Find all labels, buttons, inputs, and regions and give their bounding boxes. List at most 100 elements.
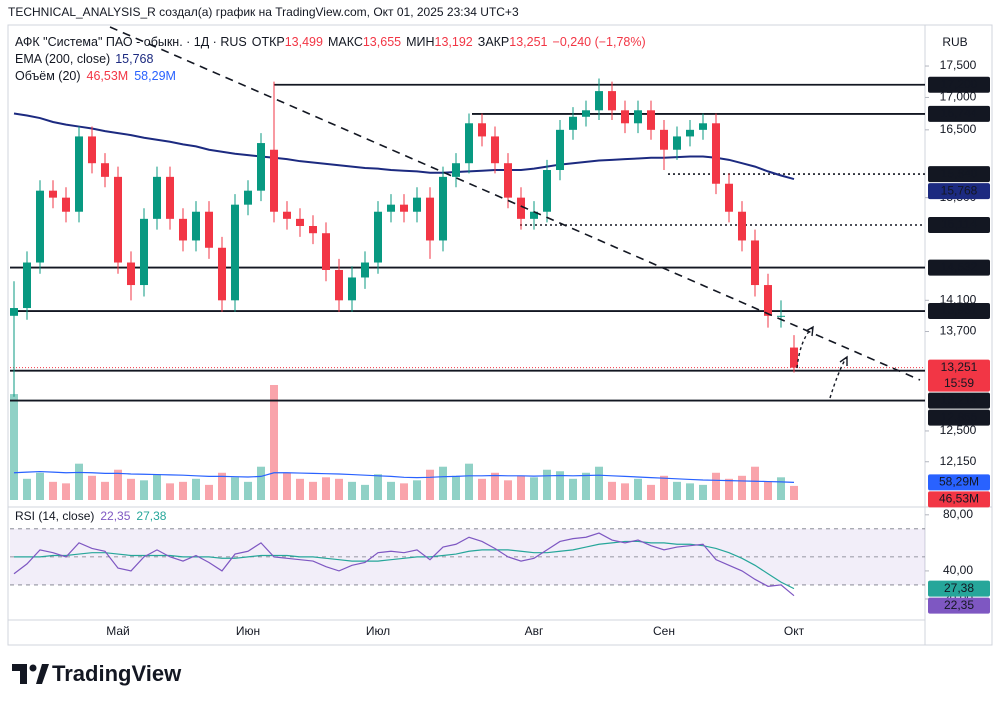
volume-bar	[257, 466, 265, 500]
y-tick-label: 12,500	[940, 423, 977, 437]
candle-body	[725, 183, 733, 212]
candle-body	[660, 129, 668, 150]
candle-body	[166, 176, 174, 219]
volume-bar	[75, 463, 83, 500]
candle-body	[179, 218, 187, 241]
y-tick-label: 14,100	[940, 292, 977, 306]
volume-bar	[348, 481, 356, 500]
candle-body	[621, 110, 629, 124]
volume-bar	[88, 475, 96, 500]
ohlc-value: 13,251	[509, 35, 547, 49]
candle-body	[764, 285, 772, 316]
volume-bar	[62, 483, 70, 500]
volume-bar	[36, 472, 44, 500]
y-tick-label: 17,500	[940, 58, 977, 72]
volume-bar	[426, 469, 434, 500]
value-box	[928, 359, 990, 392]
volume-bar	[478, 478, 486, 500]
volume-bar	[23, 478, 31, 500]
candle-body	[192, 211, 200, 241]
volume-bar	[491, 472, 499, 500]
volume-bar	[413, 480, 421, 500]
candle-body	[738, 211, 746, 241]
value-box-label: 22,35	[944, 598, 974, 612]
candle-body	[309, 226, 317, 234]
volume-bar	[699, 484, 707, 500]
rsi-line	[13, 532, 795, 597]
value-box	[928, 259, 990, 276]
volume-bar	[751, 466, 759, 500]
volume-bar	[361, 484, 369, 500]
value-box-label: 58,29M	[939, 475, 979, 489]
volume-bar	[556, 471, 564, 500]
volume-bar	[205, 484, 213, 500]
candle-body	[10, 308, 18, 316]
ohlc-label: МИН	[406, 35, 434, 49]
volume-ma-value: 58,29M	[134, 69, 176, 83]
candle-body	[530, 211, 538, 219]
volume-bar	[673, 481, 681, 500]
candle-body	[712, 123, 720, 184]
candle-body	[413, 197, 421, 212]
candle-body	[23, 262, 31, 309]
candle-body	[751, 240, 759, 286]
value-box	[928, 216, 990, 233]
volume-bar	[738, 475, 746, 500]
value-box	[928, 580, 990, 597]
y-tick-label: 16,500	[940, 122, 977, 136]
currency: RUB	[942, 35, 967, 49]
volume-bar	[660, 475, 668, 500]
value-box	[928, 166, 990, 183]
volume-bar	[10, 394, 18, 500]
volume-ma-line	[13, 470, 795, 483]
candle-body	[517, 197, 525, 219]
volume-bar	[322, 477, 330, 500]
volume-bar	[140, 480, 148, 500]
y-tick-label: 17,000	[940, 90, 977, 104]
volume-bar	[387, 481, 395, 500]
candle-body	[608, 91, 616, 111]
value-box	[928, 474, 990, 491]
candle-body	[205, 211, 213, 248]
volume-bar	[439, 466, 447, 500]
volume-bar	[465, 463, 473, 500]
legend-ema-line: EMA (200, close) 15,768	[15, 52, 153, 66]
ema-value: 15,768	[115, 52, 153, 66]
volume-bar	[608, 481, 616, 500]
value-box-label: 46,53M	[939, 492, 979, 506]
volume-bar	[634, 478, 642, 500]
candle-body	[62, 197, 70, 212]
candle-body	[543, 170, 551, 212]
candle-body	[218, 247, 226, 301]
volume-bar	[192, 478, 200, 500]
volume-bar	[166, 483, 174, 500]
volume-bar	[374, 474, 382, 500]
arrow	[796, 327, 813, 369]
value-box-label: 15,114	[941, 217, 977, 231]
candle-body	[465, 123, 473, 164]
ohlc-value: 13,655	[363, 35, 401, 49]
volume-bar	[543, 469, 551, 500]
volume-bar	[231, 477, 239, 500]
volume-bar	[283, 472, 291, 500]
x-tick-label: Авг	[525, 624, 544, 638]
candle-body	[595, 91, 603, 111]
ohlc-label: МАКС	[328, 35, 363, 49]
candle-body	[88, 136, 96, 164]
candle-body	[127, 262, 135, 286]
frame	[7, 24, 993, 646]
header-text: TECHNICAL_ANALYSIS_R создал(а) график на…	[8, 5, 519, 19]
volume-bar	[153, 474, 161, 500]
candle-body	[257, 143, 265, 191]
x-tick-label: Июл	[366, 624, 390, 638]
candle-body	[283, 211, 291, 219]
volume-bar	[530, 477, 538, 500]
candle-body	[322, 233, 330, 270]
value-box	[928, 183, 990, 200]
value-box-label: 12,855	[941, 410, 978, 424]
candle-body	[426, 197, 434, 241]
volume-bar	[218, 472, 226, 500]
candle-body	[400, 204, 408, 212]
